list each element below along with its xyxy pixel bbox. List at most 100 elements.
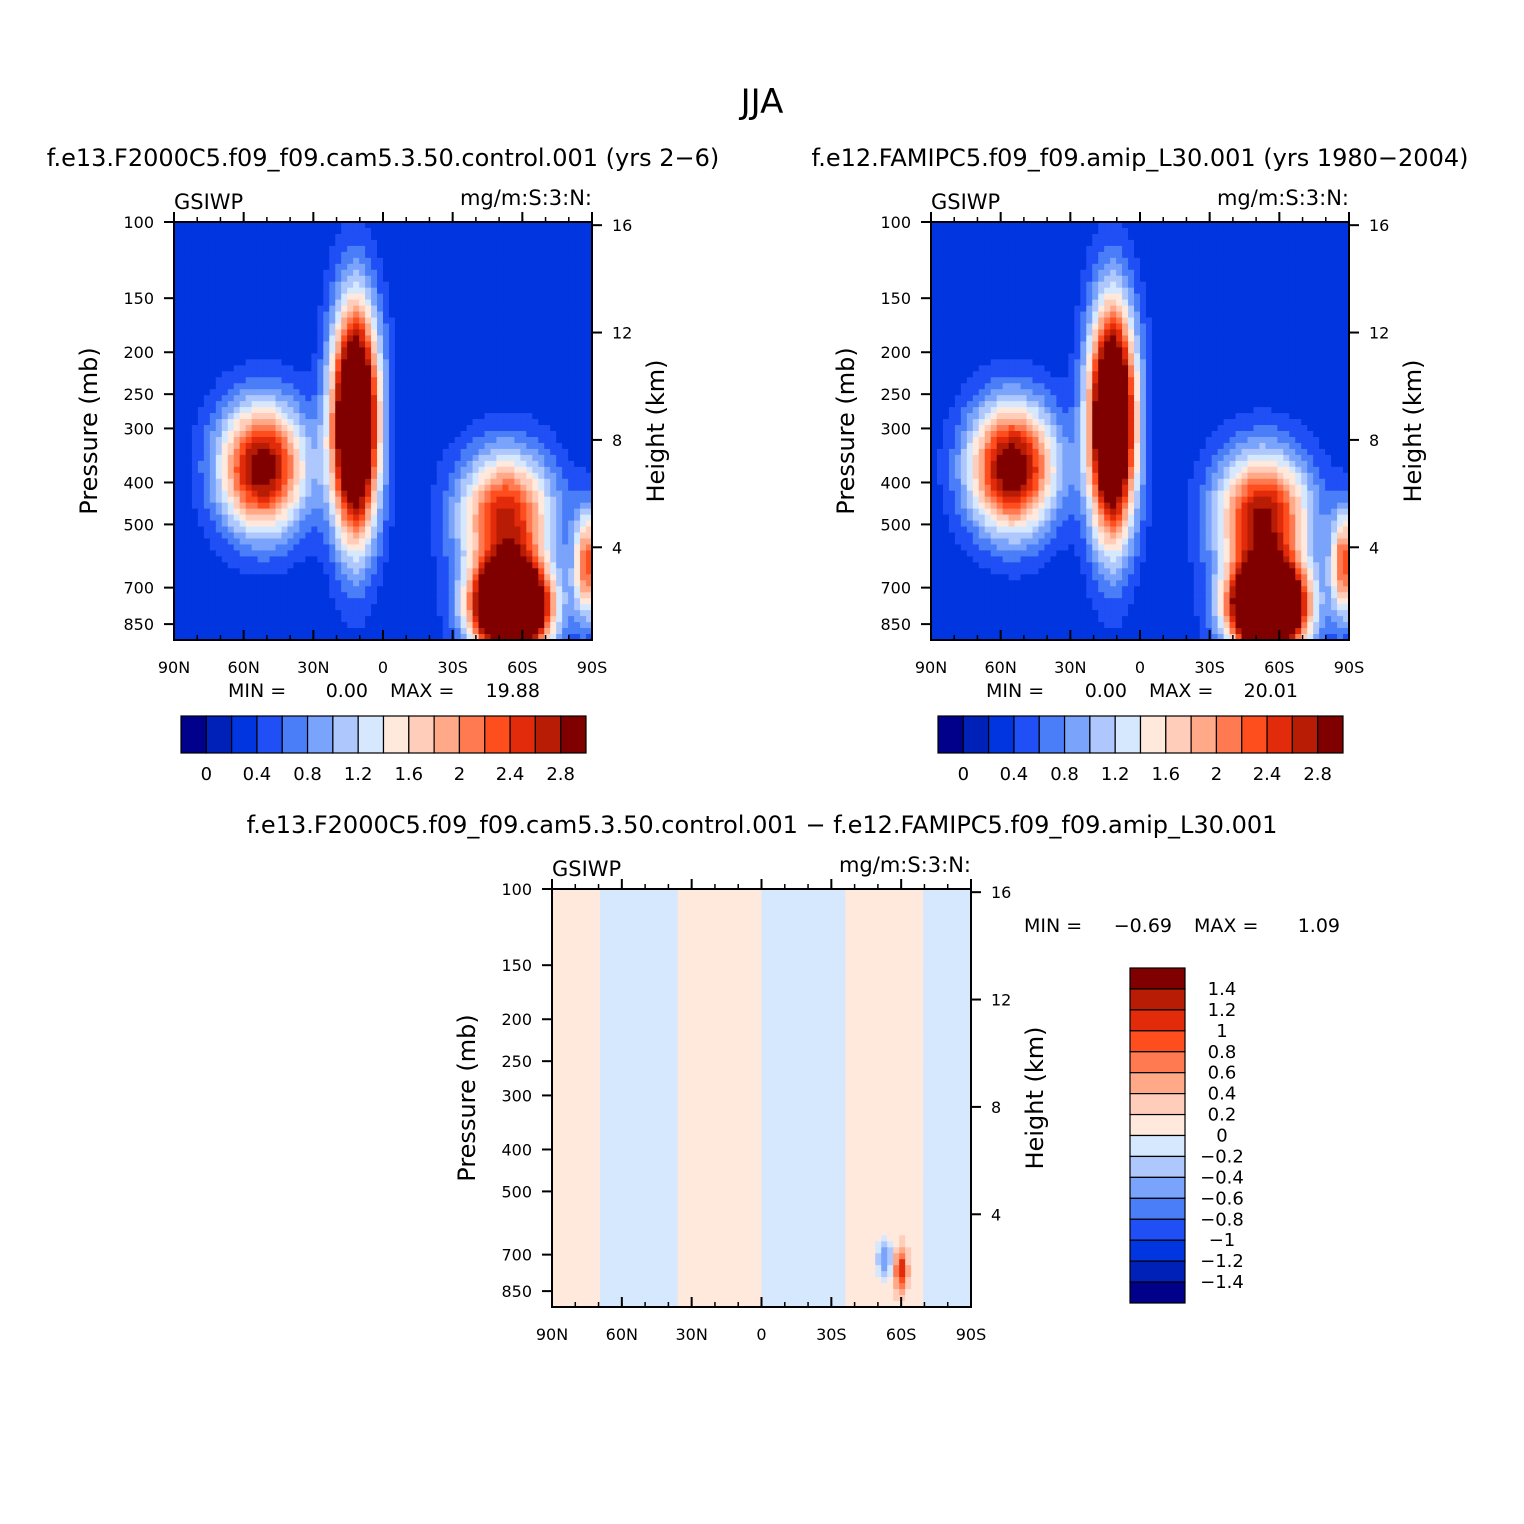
contour-cell — [454, 574, 462, 581]
contour-cell — [174, 353, 181, 360]
contour-cell — [436, 592, 444, 599]
contour-cell — [209, 514, 217, 522]
contour-cell — [221, 466, 229, 474]
contour-cell — [233, 448, 241, 456]
contour-cell — [436, 556, 444, 563]
contour-cell — [317, 377, 324, 384]
contour-cell — [460, 365, 468, 372]
contour-cell — [174, 496, 181, 504]
contour-cell — [514, 227, 521, 235]
contour-cell — [580, 419, 587, 426]
contour-cell — [394, 520, 402, 528]
contour-cell — [406, 305, 414, 313]
contour-cell — [209, 544, 217, 552]
contour-cell — [418, 407, 426, 414]
contour-cell — [490, 275, 498, 283]
contour-cell — [400, 514, 408, 522]
contour-cell — [556, 419, 563, 426]
contour-cell — [406, 628, 414, 635]
contour-cell — [359, 401, 366, 408]
contour-cell — [568, 502, 575, 510]
contour-cell — [275, 293, 283, 301]
contour-cell — [251, 413, 259, 420]
contour-cell — [383, 604, 390, 611]
contour-cell — [245, 520, 253, 528]
contour-cell — [383, 454, 390, 462]
contour-cell — [526, 431, 533, 438]
contour-cell — [317, 257, 324, 265]
contour-cell — [311, 293, 318, 301]
contour-cell — [305, 484, 312, 492]
contour-cell — [347, 484, 354, 492]
contour-cell — [305, 616, 312, 623]
contour-cell — [508, 436, 515, 444]
contour-cell — [400, 425, 408, 432]
contour-cell — [209, 275, 217, 283]
contour-cell — [436, 526, 444, 534]
contour-cell — [454, 222, 462, 229]
contour-cell — [508, 389, 515, 396]
contour-cell — [233, 508, 241, 516]
contour-cell — [329, 556, 336, 563]
contour-cell — [263, 323, 271, 331]
contour-cell — [424, 383, 432, 390]
contour-cell — [508, 442, 515, 450]
contour-cell — [365, 574, 372, 581]
contour-cell — [424, 317, 432, 325]
contour-cell — [466, 323, 474, 331]
contour-cell — [317, 263, 324, 271]
contour-cell — [586, 365, 593, 372]
contour-cell — [418, 335, 426, 343]
contour-cell — [490, 514, 498, 522]
contour-cell — [221, 580, 229, 587]
contour-cell — [394, 442, 402, 450]
contour-cell — [359, 353, 366, 360]
contour-cell — [508, 395, 515, 402]
contour-cell — [586, 293, 593, 301]
contour-cell — [478, 251, 486, 259]
contour-cell — [287, 251, 295, 259]
contour-cell — [245, 305, 253, 313]
contour-cell — [365, 502, 372, 510]
contour-cell — [299, 323, 306, 331]
contour-cell — [311, 311, 318, 319]
contour-cell — [293, 580, 300, 587]
contour-cell — [293, 436, 300, 444]
contour-cell — [347, 610, 354, 617]
contour-cell — [514, 353, 521, 360]
contour-cell — [275, 532, 283, 540]
contour-cell — [550, 442, 557, 450]
contour-cell — [359, 281, 366, 289]
contour-cell — [574, 514, 581, 522]
contour-cell — [394, 377, 402, 384]
contour-cell — [484, 562, 492, 569]
contour-cell — [257, 502, 265, 510]
contour-cell — [329, 550, 336, 557]
contour-cell — [209, 472, 217, 480]
contour-cell — [568, 628, 575, 635]
contour-cell — [574, 383, 581, 390]
contour-cell — [502, 598, 509, 605]
contour-cell — [227, 502, 235, 510]
contour-cell — [514, 251, 521, 259]
contour-cell — [568, 371, 575, 378]
contour-cell — [365, 538, 372, 546]
contour-cell — [269, 239, 277, 247]
contour-cell — [532, 311, 539, 319]
contour-cell — [448, 347, 456, 354]
contour-cell — [550, 281, 557, 289]
contour-cell — [406, 550, 414, 557]
contour-cell — [388, 419, 396, 426]
contour-cell — [239, 257, 247, 265]
contour-cell — [329, 323, 336, 331]
contour-cell — [365, 413, 372, 420]
contour-cell — [215, 532, 223, 540]
contour-cell — [377, 448, 384, 456]
contour-cell — [365, 514, 372, 522]
contour-cell — [514, 538, 521, 546]
contour-cell — [341, 472, 348, 480]
contour-cell — [281, 436, 289, 444]
contour-cell — [233, 239, 241, 247]
contour-cell — [275, 353, 283, 360]
contour-cell — [580, 377, 587, 384]
